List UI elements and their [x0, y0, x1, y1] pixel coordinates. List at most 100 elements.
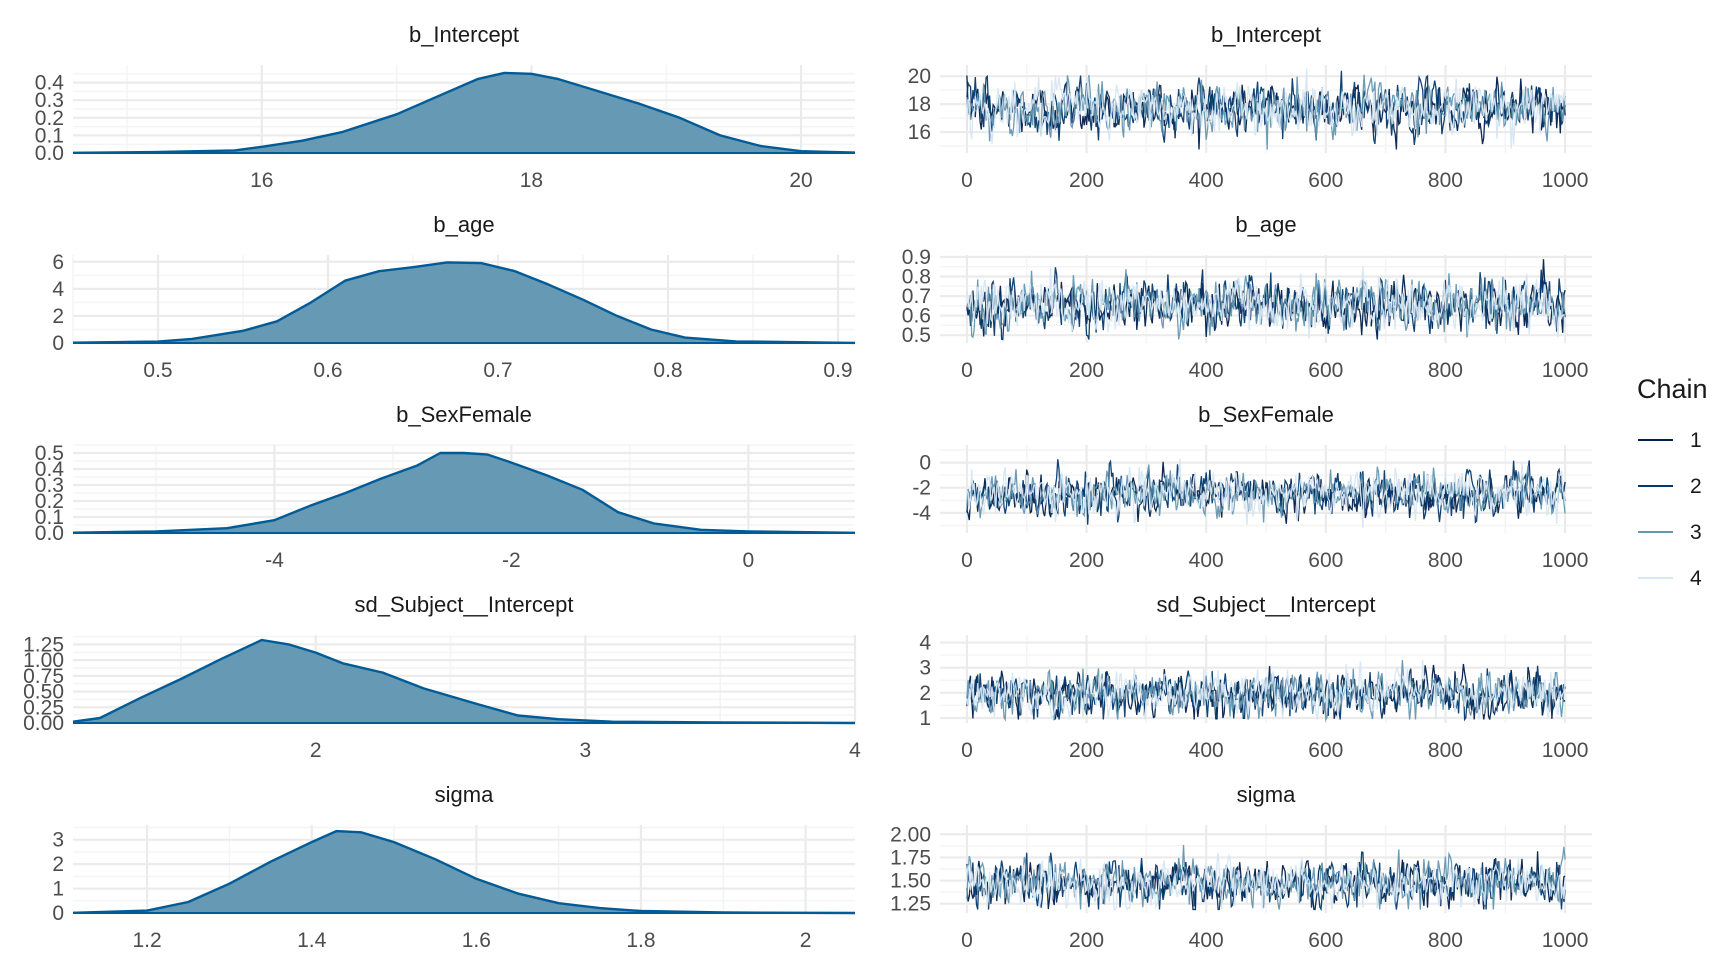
- y-tick-label: 0.3: [35, 474, 64, 497]
- x-tick-label: 1.4: [297, 929, 327, 952]
- y-tick-label: 0.5: [902, 324, 931, 347]
- x-tick-label: 200: [1069, 169, 1104, 192]
- x-tick-label: 600: [1308, 169, 1343, 192]
- x-tick-label: 400: [1189, 169, 1224, 192]
- x-tick-label: 800: [1428, 549, 1463, 572]
- panel-title: b_SexFemale: [396, 402, 532, 427]
- y-tick-label: 0.1: [35, 124, 64, 147]
- x-tick-label: 800: [1428, 739, 1463, 762]
- x-tick-label: 1000: [1542, 549, 1589, 572]
- y-tick-label: 0.0: [35, 522, 64, 545]
- x-tick-label: 0: [961, 739, 973, 762]
- x-tick-label: 600: [1308, 549, 1343, 572]
- y-tick-label: 0.2: [35, 107, 64, 130]
- y-tick-label: 1: [919, 707, 931, 730]
- x-tick-label: 800: [1428, 929, 1463, 952]
- x-tick-label: 0: [961, 359, 973, 382]
- density-panel-b_Intercept: b_Intercept 16 18 20 0.00.10.20.30.4: [35, 22, 856, 192]
- x-tick-label: 600: [1308, 359, 1343, 382]
- chain-legend: Chain 1 2 3 4: [1637, 374, 1708, 590]
- y-tick-label: -4: [912, 502, 931, 525]
- y-tick-label: 0.50: [23, 681, 64, 704]
- x-tick-label: 400: [1189, 929, 1224, 952]
- y-tick-label: 0: [52, 332, 64, 355]
- x-tick-label: 1000: [1542, 929, 1589, 952]
- y-tick-label: 18: [908, 93, 931, 116]
- x-tick-label: 1.6: [462, 929, 491, 952]
- y-tick-label: 20: [908, 65, 931, 88]
- panel-title: b_age: [1235, 212, 1296, 237]
- density-panel-sd_Subject__Intercept: sd_Subject__Intercept 2 3 4 0.000.250.500.75…: [23, 592, 861, 762]
- panel-title: sigma: [1237, 782, 1296, 807]
- x-tick-label: 16: [250, 169, 273, 192]
- y-tick-label: 3: [919, 657, 931, 680]
- density-area: [73, 72, 855, 153]
- x-tick-label: 1000: [1542, 739, 1589, 762]
- panel-title: b_Intercept: [1211, 22, 1321, 47]
- panel-title: b_SexFemale: [1198, 402, 1334, 427]
- x-tick-label: 600: [1308, 739, 1343, 762]
- density-line: [72, 451, 856, 534]
- x-tick-label: 800: [1428, 359, 1463, 382]
- y-tick-label: 1: [52, 878, 64, 901]
- x-tick-label: 200: [1069, 549, 1104, 572]
- x-tick-label: 2: [310, 739, 322, 762]
- density-area: [73, 640, 855, 723]
- y-tick-label: 0: [919, 452, 931, 475]
- legend-title: Chain: [1637, 374, 1708, 404]
- density-line: [72, 638, 856, 725]
- trace-chain-3: [966, 269, 1566, 340]
- y-tick-label: 0.7: [902, 285, 931, 308]
- trace-chain-4: [966, 659, 1566, 720]
- y-tick-label: 0.5: [35, 442, 64, 465]
- x-tick-label: 200: [1069, 739, 1104, 762]
- x-tick-label: 1.2: [132, 929, 161, 952]
- trace-chain-2: [966, 267, 1566, 341]
- y-tick-label: 1.25: [23, 633, 64, 656]
- y-tick-label: 1.50: [890, 870, 931, 893]
- trace-chain-3: [966, 659, 1566, 722]
- x-tick-label: -2: [502, 549, 521, 572]
- density-area: [73, 453, 855, 533]
- y-tick-label: 0.1: [35, 506, 64, 529]
- y-tick-label: 4: [919, 632, 931, 655]
- legend-label-3: 3: [1690, 521, 1702, 544]
- x-tick-label: 1.8: [626, 929, 655, 952]
- trace-chain-4: [966, 852, 1566, 911]
- x-tick-label: 0.5: [143, 359, 172, 382]
- density-area: [73, 831, 855, 913]
- legend-label-1: 1: [1690, 429, 1702, 452]
- y-tick-label: 0: [52, 902, 64, 925]
- x-tick-label: 0: [961, 929, 973, 952]
- density-panel-b_SexFemale: b_SexFemale -4 -2 0 0.00.10.20.30.40.5: [35, 402, 856, 572]
- x-tick-label: 600: [1308, 929, 1343, 952]
- y-tick-label: 1.25: [890, 893, 931, 916]
- y-tick-label: 0.2: [35, 490, 64, 513]
- trace-chain-4: [966, 266, 1566, 340]
- y-tick-label: 0.4: [35, 72, 65, 95]
- x-tick-label: -4: [265, 549, 284, 572]
- y-tick-label: 3: [52, 829, 64, 852]
- panel-title: b_Intercept: [409, 22, 519, 47]
- panel-title: sigma: [435, 782, 494, 807]
- y-tick-label: 0.00: [23, 712, 64, 735]
- trace-chain-4: [966, 68, 1566, 149]
- y-tick-label: 2: [52, 853, 64, 876]
- x-tick-label: 0: [961, 549, 973, 572]
- x-tick-label: 2: [800, 929, 812, 952]
- x-tick-label: 0.9: [823, 359, 852, 382]
- y-tick-label: 0.4: [35, 458, 65, 481]
- y-tick-label: 0.3: [35, 89, 64, 112]
- trace-chain-3: [966, 844, 1566, 910]
- y-tick-label: 0.8: [902, 266, 931, 289]
- panel-title: sd_Subject__Intercept: [1157, 592, 1376, 617]
- x-tick-label: 0.6: [313, 359, 342, 382]
- x-tick-label: 400: [1189, 739, 1224, 762]
- x-tick-label: 4: [849, 739, 861, 762]
- trace-panel-sd_Subject__Intercept: sd_Subject__Intercept 0 200 400 600 800 1000 12…: [919, 592, 1592, 762]
- y-tick-label: 0.75: [23, 665, 64, 688]
- y-tick-label: -2: [912, 477, 931, 500]
